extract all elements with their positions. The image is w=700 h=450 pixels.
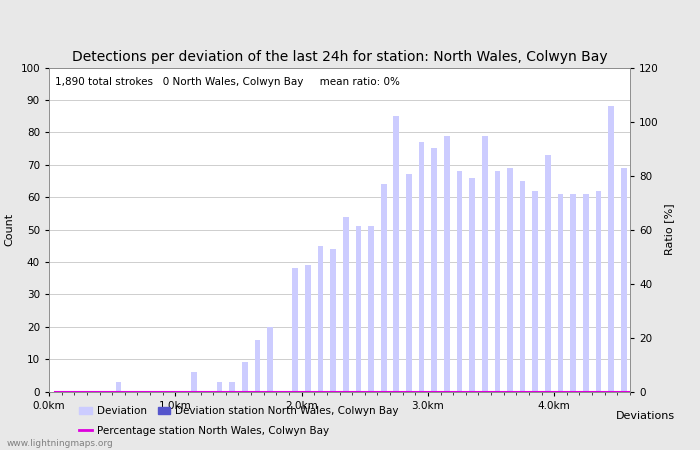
- Bar: [381, 184, 386, 392]
- Bar: [696, 165, 700, 392]
- Title: Detections per deviation of the last 24h for station: North Wales, Colwyn Bay: Detections per deviation of the last 24h…: [71, 50, 608, 63]
- Bar: [230, 382, 235, 392]
- Y-axis label: Count: Count: [5, 213, 15, 246]
- Bar: [570, 194, 576, 392]
- Legend: Percentage station North Wales, Colwyn Bay: Percentage station North Wales, Colwyn B…: [75, 422, 333, 440]
- Y-axis label: Ratio [%]: Ratio [%]: [664, 204, 674, 255]
- Bar: [494, 171, 500, 392]
- Bar: [583, 194, 589, 392]
- Bar: [508, 168, 513, 392]
- Bar: [393, 116, 399, 392]
- Bar: [520, 181, 526, 392]
- Text: 1,890 total strokes   0 North Wales, Colwyn Bay     mean ratio: 0%: 1,890 total strokes 0 North Wales, Colwy…: [55, 77, 400, 87]
- Legend: Deviation, Deviation station North Wales, Colwyn Bay: Deviation, Deviation station North Wales…: [75, 402, 403, 420]
- Bar: [533, 191, 538, 392]
- Bar: [255, 340, 260, 392]
- Bar: [330, 249, 336, 392]
- Bar: [646, 132, 652, 392]
- Bar: [242, 362, 248, 392]
- Bar: [431, 148, 437, 392]
- Bar: [368, 226, 374, 392]
- Bar: [659, 165, 664, 392]
- Bar: [217, 382, 223, 392]
- Bar: [482, 135, 488, 391]
- Bar: [293, 268, 298, 392]
- Bar: [634, 135, 639, 391]
- Bar: [545, 155, 551, 392]
- Bar: [684, 168, 690, 392]
- Bar: [596, 191, 601, 392]
- Bar: [356, 226, 361, 392]
- Text: Deviations: Deviations: [616, 411, 675, 421]
- Bar: [444, 135, 449, 391]
- Bar: [343, 216, 349, 392]
- Bar: [191, 372, 197, 392]
- Bar: [419, 142, 424, 392]
- Bar: [267, 327, 273, 392]
- Bar: [608, 106, 614, 392]
- Bar: [406, 175, 412, 392]
- Text: www.lightningmaps.org: www.lightningmaps.org: [7, 439, 113, 448]
- Bar: [305, 265, 311, 392]
- Bar: [318, 246, 323, 392]
- Bar: [116, 382, 121, 392]
- Bar: [671, 168, 677, 392]
- Bar: [621, 168, 626, 392]
- Bar: [558, 194, 564, 392]
- Bar: [456, 171, 462, 392]
- Bar: [469, 178, 475, 392]
